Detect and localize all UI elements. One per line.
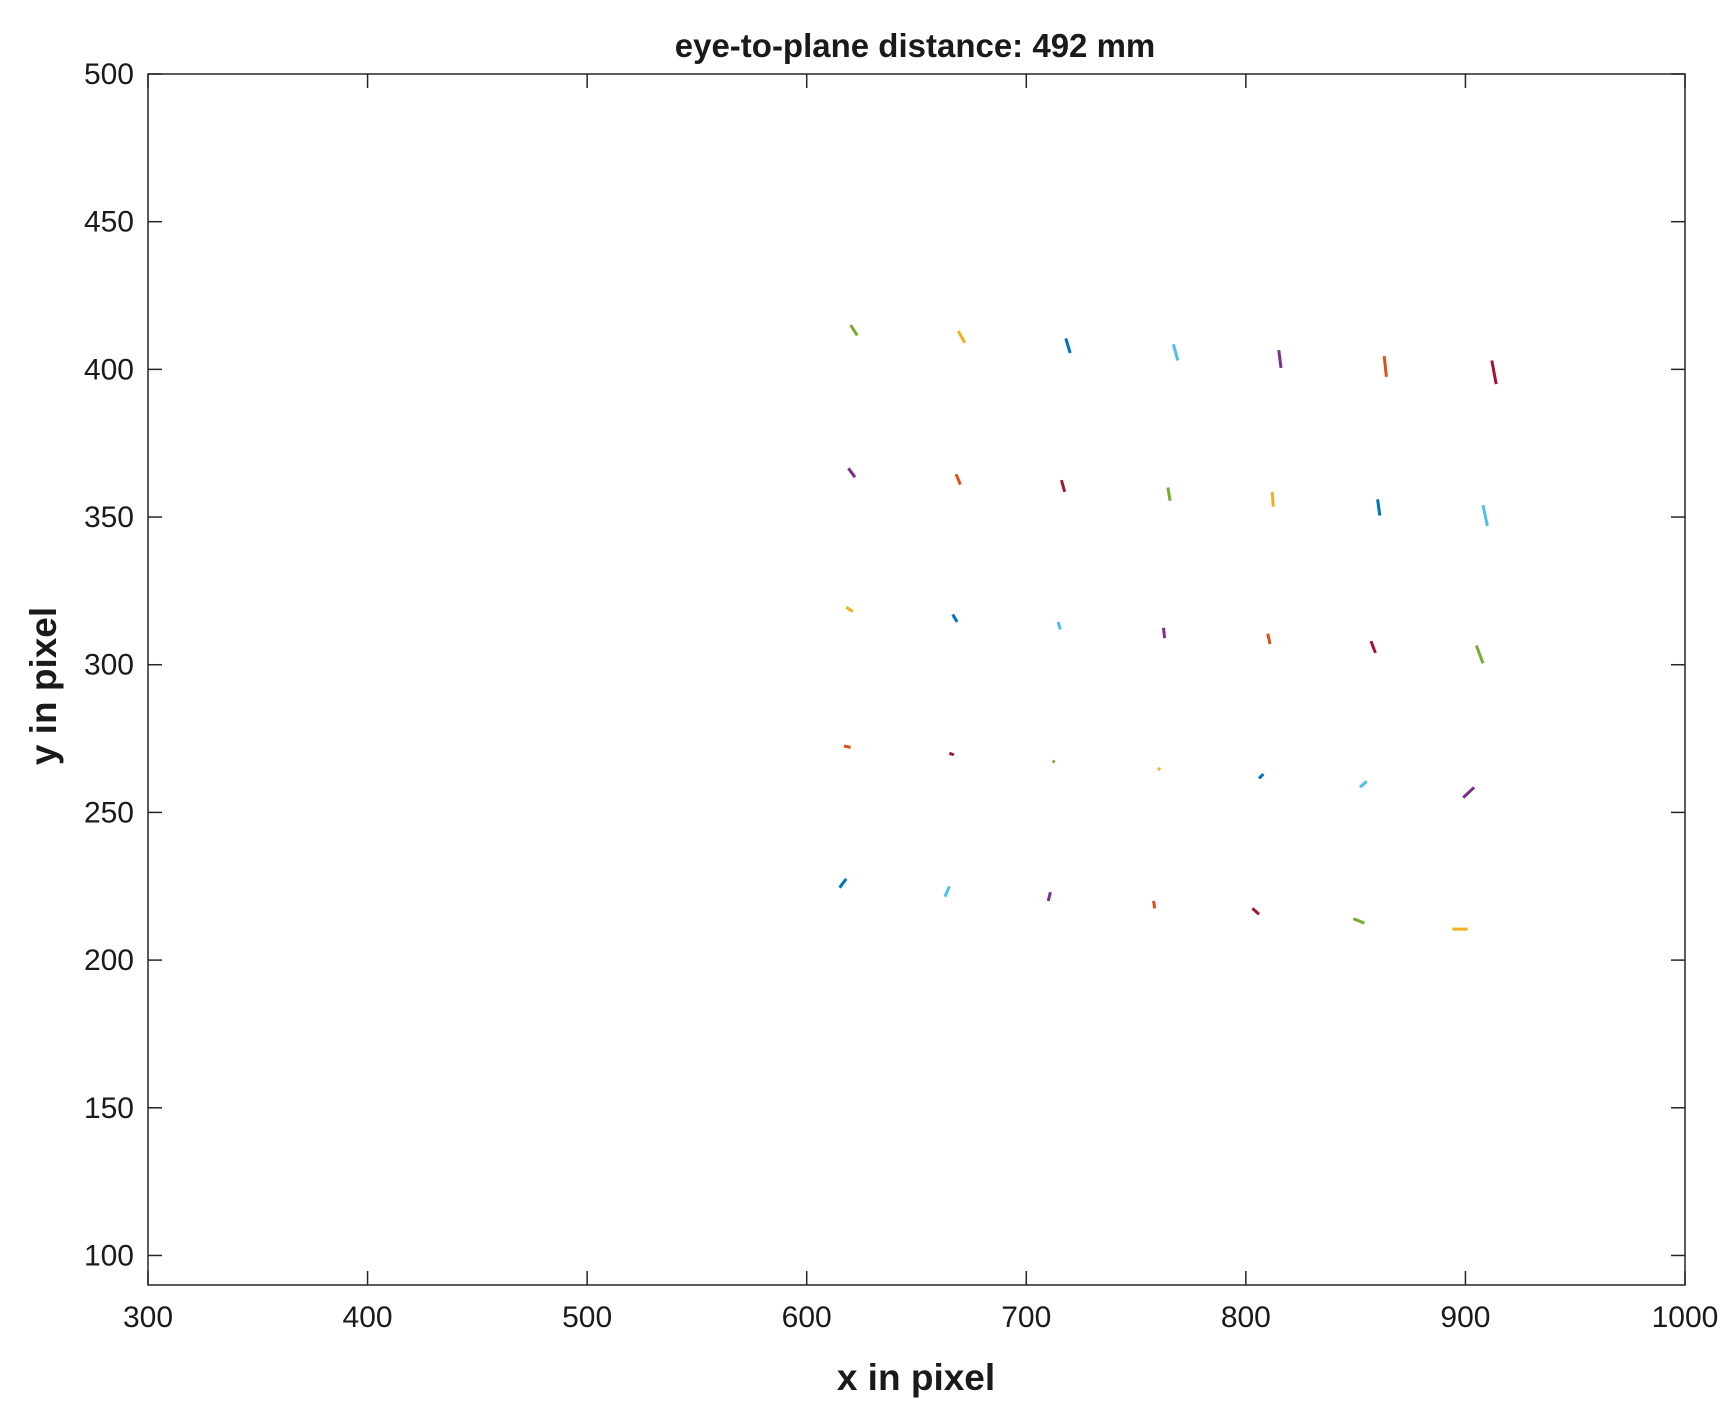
series-line xyxy=(1376,499,1382,516)
y-tick-label: 150 xyxy=(84,1092,134,1125)
series-line xyxy=(1251,907,1260,916)
series-line xyxy=(954,473,962,486)
x-tick-label: 400 xyxy=(343,1301,393,1334)
y-axis-title: y in pixel xyxy=(23,607,64,765)
series-line xyxy=(1257,772,1265,780)
series-line xyxy=(1352,917,1365,925)
x-tick-label: 800 xyxy=(1221,1301,1271,1334)
series-line xyxy=(1369,640,1377,654)
x-tick-label: 600 xyxy=(782,1301,832,1334)
series-line xyxy=(948,751,955,757)
series-line xyxy=(843,744,851,749)
x-tick-label: 900 xyxy=(1440,1301,1490,1334)
x-tick-label: 1000 xyxy=(1652,1301,1719,1334)
y-tick-label: 100 xyxy=(84,1239,134,1272)
series-line xyxy=(943,885,951,898)
data-series xyxy=(838,324,1498,931)
series-line xyxy=(838,878,848,889)
series-line xyxy=(1171,343,1180,361)
x-tick-label: 700 xyxy=(1001,1301,1051,1334)
series-line xyxy=(1157,766,1162,771)
series-line xyxy=(1266,633,1272,645)
series-line xyxy=(1462,786,1476,799)
series-line xyxy=(1051,759,1056,764)
series-line xyxy=(1481,504,1489,527)
series-line xyxy=(1474,644,1485,664)
x-tick-label: 300 xyxy=(123,1301,173,1334)
y-tick-label: 300 xyxy=(84,649,134,682)
series-line xyxy=(1064,337,1072,354)
series-line xyxy=(1046,891,1052,902)
y-tick-label: 200 xyxy=(84,944,134,977)
series-line xyxy=(1152,900,1157,909)
series-line xyxy=(1059,479,1067,493)
axis-tick-labels: 300 400 500 600 700 800 900 1000 100 150 200 250 300… xyxy=(84,58,1718,1334)
series-line xyxy=(1162,627,1167,639)
x-tick-label: 500 xyxy=(562,1301,612,1334)
y-tick-label: 250 xyxy=(84,796,134,829)
series-line xyxy=(847,467,857,479)
series-line xyxy=(845,605,854,613)
series-line xyxy=(1359,780,1368,789)
axis-ticks xyxy=(147,73,1686,1285)
y-tick-label: 350 xyxy=(84,501,134,534)
series-line xyxy=(1382,355,1388,377)
series-line xyxy=(1056,621,1062,630)
y-tick-label: 450 xyxy=(84,206,134,239)
y-tick-label: 500 xyxy=(84,58,134,91)
x-axis-title: x in pixel xyxy=(837,1357,995,1398)
y-tick-label: 400 xyxy=(84,353,134,386)
series-line xyxy=(1490,360,1498,385)
series-line xyxy=(956,330,967,344)
series-line xyxy=(1270,491,1275,507)
series-line xyxy=(951,613,959,623)
series-line xyxy=(849,324,859,337)
chart-title: eye-to-plane distance: 492 mm xyxy=(675,27,1156,64)
series-line xyxy=(1277,350,1283,369)
series-line xyxy=(1166,487,1172,502)
plot-area xyxy=(147,73,1686,1286)
